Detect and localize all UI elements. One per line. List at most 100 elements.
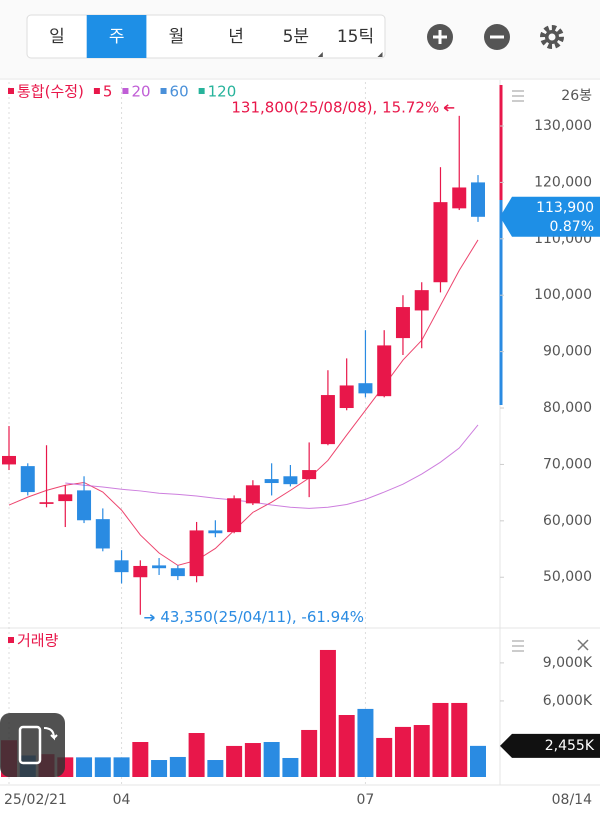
legend-label: 통합(수정): [17, 83, 84, 101]
candle-body: [2, 455, 16, 465]
min-annotation: 43,350(25/04/11), -61.94%: [160, 608, 364, 626]
candle-body: [452, 187, 467, 209]
candle-body: [20, 466, 35, 493]
y-tick-label: 90,000: [543, 344, 592, 360]
volume-bar: [169, 756, 186, 777]
y-tick-label: 9,000K: [543, 655, 593, 671]
volume-bar: [244, 743, 261, 777]
tab-group[interactable]: [26, 14, 386, 59]
legend-label: 5: [103, 83, 113, 101]
menu-icon[interactable]: [512, 640, 524, 652]
x-tick-label: 07: [357, 792, 375, 808]
legend-label: 20: [131, 83, 150, 101]
candle-body: [133, 565, 148, 578]
candle-body: [39, 502, 54, 504]
volume-title: 거래량: [17, 632, 59, 650]
volume-bar: [357, 708, 374, 777]
volume-bar: [301, 729, 318, 777]
candle-body: [58, 494, 73, 502]
tab-corner: [377, 52, 383, 57]
candle-body: [95, 519, 110, 549]
volume-bar: [76, 757, 93, 777]
price-tag-label: 113,900: [536, 200, 594, 216]
price-tag: [500, 196, 600, 237]
candle-body: [414, 290, 429, 311]
volume-bar: [394, 726, 411, 777]
tab[interactable]: 15틱: [337, 27, 374, 47]
candle-body: [208, 530, 223, 534]
y-tick-label: 6,000K: [543, 693, 593, 709]
legend-label: 60: [170, 83, 189, 101]
volume-bar: [207, 760, 224, 777]
legend-swatch: [160, 88, 167, 94]
icon-phone: [18, 725, 42, 765]
zoom-in-button[interactable]: [427, 24, 453, 50]
volume-bar: [470, 745, 486, 777]
volume-bar: [451, 702, 468, 777]
price-tag-change: 0.87%: [550, 219, 594, 235]
tab[interactable]: 월: [169, 27, 185, 47]
volume-bar: [319, 649, 336, 777]
volume-bar: [226, 745, 243, 777]
legend-swatch: [93, 88, 100, 94]
y-tick-label: 50,000: [543, 569, 592, 585]
volume-bar: [151, 760, 168, 777]
candle-body: [377, 345, 392, 397]
candle-body: [358, 383, 373, 394]
icon-bg: [0, 713, 65, 777]
last-date: 08/14: [552, 792, 592, 808]
candle-body: [433, 202, 448, 283]
volume-bar: [188, 733, 205, 777]
candle-body: [264, 479, 279, 484]
volume-bar: [113, 757, 130, 777]
rotate-button[interactable]: [0, 713, 65, 777]
x-tick-label: 25/02/21: [4, 792, 67, 808]
legend-swatch: [122, 88, 129, 94]
legend-swatch: [8, 88, 14, 94]
y-tick-label: 70,000: [543, 456, 592, 472]
max-annotation: 131,800(25/08/08), 15.72%: [231, 98, 439, 116]
zoom-out-button[interactable]: [484, 24, 510, 50]
volume-bar: [263, 742, 280, 777]
y-tick-label: 80,000: [543, 400, 592, 416]
candle-body: [170, 568, 185, 577]
volume-bar: [413, 725, 430, 777]
y-tick-label: 130,000: [534, 118, 592, 134]
candle-body: [77, 490, 92, 521]
candle-body: [471, 182, 485, 217]
candle-body: [395, 307, 410, 339]
min-arrow: [144, 614, 155, 622]
candle-body: [339, 385, 354, 409]
volume-tag: [500, 733, 600, 758]
volume-bar: [338, 715, 355, 777]
icon-arrow: [43, 727, 58, 741]
candle-body: [283, 476, 298, 485]
candle-body: [152, 565, 167, 569]
max-arrow: [443, 104, 455, 112]
volume-bar: [94, 757, 111, 777]
menu-icon[interactable]: [512, 90, 524, 102]
volume-bar: [432, 702, 449, 777]
candle-body: [245, 485, 260, 504]
volume-bar: [376, 737, 393, 777]
volume-bar: [132, 742, 149, 777]
settings-button[interactable]: [540, 25, 564, 49]
y-tick-label: 60,000: [543, 513, 592, 529]
candle-body: [189, 530, 204, 577]
tab[interactable]: 년: [228, 27, 244, 47]
candle-body: [227, 498, 242, 533]
tab-corner: [317, 52, 323, 57]
tab[interactable]: 주: [109, 27, 125, 47]
candle-body: [114, 560, 129, 573]
close-icon[interactable]: [577, 639, 589, 651]
tab[interactable]: 일: [49, 27, 65, 47]
candle-body: [320, 395, 335, 445]
volume-bar: [282, 757, 299, 777]
legend-swatch: [8, 637, 14, 643]
ma-line: [65, 424, 479, 509]
y-tick-label: 120,000: [534, 174, 592, 190]
candle-body: [302, 470, 317, 480]
tab[interactable]: 5분: [283, 27, 309, 47]
